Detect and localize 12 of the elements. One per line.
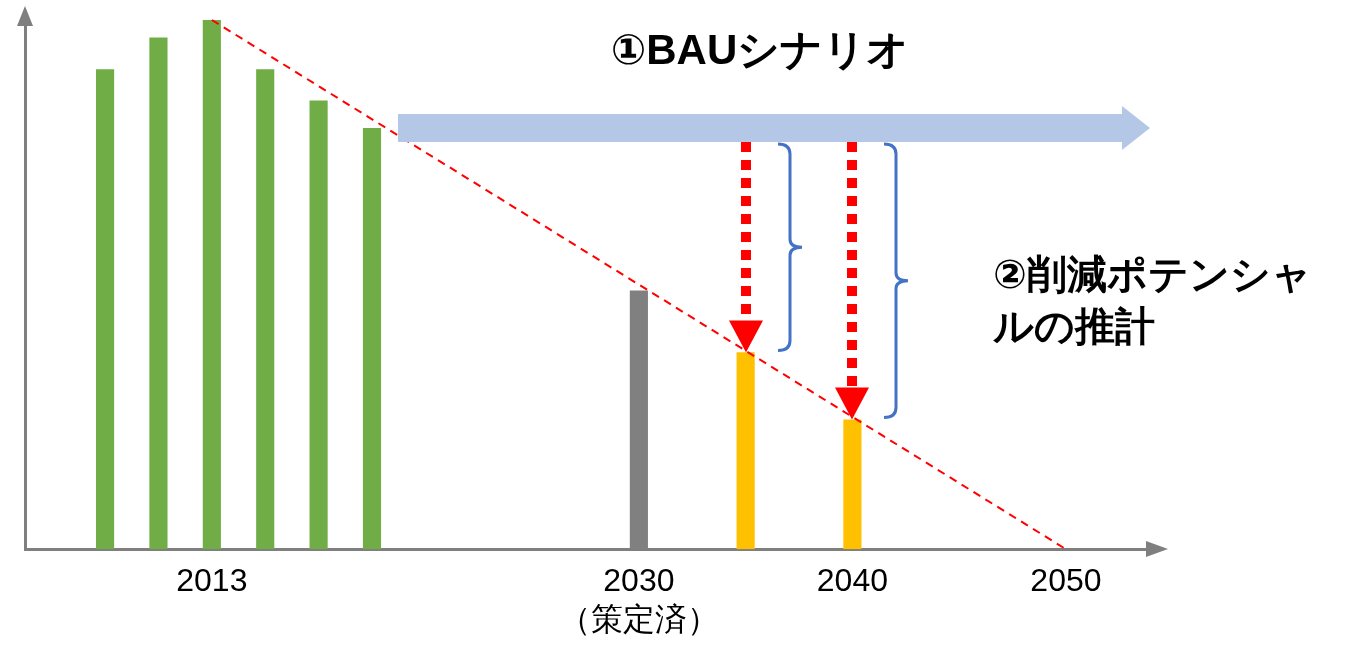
bar <box>149 37 168 550</box>
x-tick-label: 2030 （策定済） <box>558 562 719 637</box>
annotation: ①BAUシナリオ <box>609 25 911 75</box>
bar <box>362 127 382 550</box>
x-tick-label: 2050 <box>1030 562 1102 599</box>
bar <box>309 100 328 550</box>
x-tick-label: 2013 <box>176 562 248 599</box>
bar <box>256 69 275 550</box>
bar <box>96 69 115 550</box>
annotation: ②削減ポテンシャルの推計 <box>993 251 1313 350</box>
x-tick-label: 2040 <box>816 562 888 599</box>
bar <box>202 20 221 550</box>
